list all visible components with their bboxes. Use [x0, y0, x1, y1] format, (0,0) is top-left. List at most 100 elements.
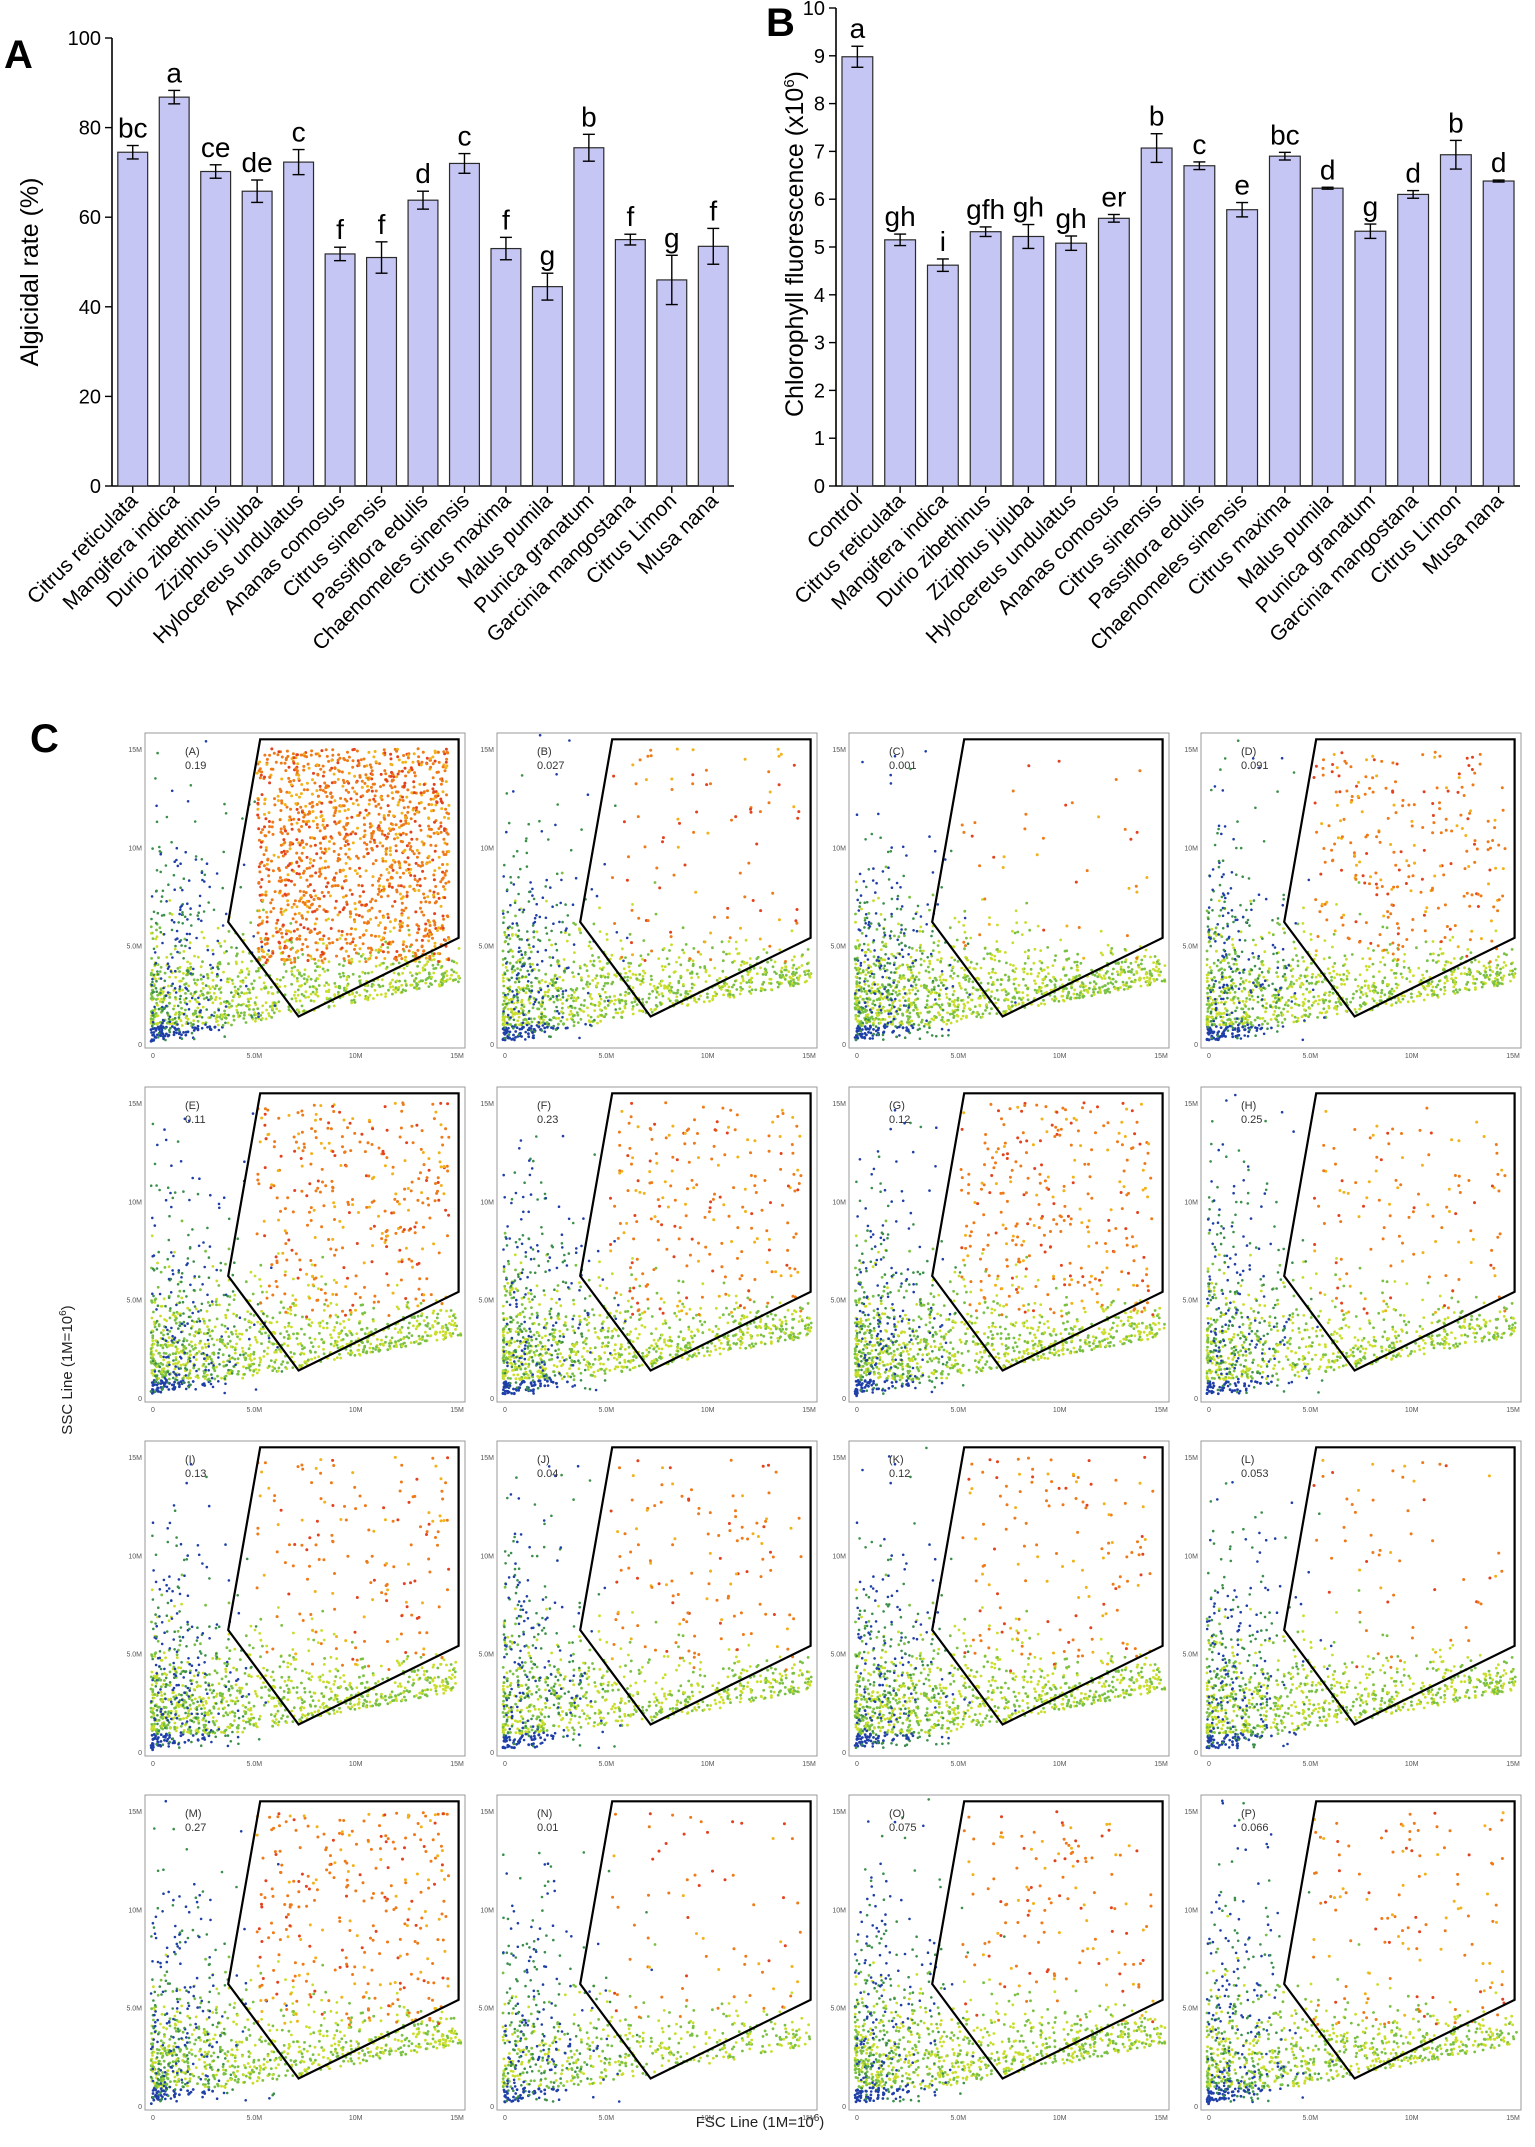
- flow-y-tick-label: 10M: [128, 1553, 142, 1560]
- flow-x-tick-label: 5.0M: [1303, 1053, 1319, 1060]
- b-y-tick-label: 1: [814, 428, 825, 450]
- flow-y-tick-label: 5.0M: [1182, 1298, 1198, 1305]
- flow-x-tick-label: 15M: [450, 2115, 464, 2122]
- b-significance-label: b: [1448, 107, 1464, 138]
- flow-subplot-value: 0.01: [537, 1822, 558, 1834]
- a-y-tick-label: 0: [90, 476, 101, 498]
- flow-y-tick-label: 0: [138, 1396, 142, 1403]
- flow-x-tick-label: 0: [503, 1053, 507, 1060]
- flow-subplot-label: (A): [185, 746, 200, 758]
- flow-x-tick-label: 5.0M: [247, 2115, 263, 2122]
- b-significance-label: a: [850, 13, 866, 44]
- b-bar: [1184, 166, 1215, 486]
- flow-x-tick-label: 15M: [450, 1407, 464, 1414]
- flow-subplot-label: (G): [889, 1100, 905, 1112]
- flow-subplot-label: (P): [1241, 1808, 1256, 1820]
- y-axis-title-b-text: Chlorophyll fluorescence (x10: [781, 88, 809, 417]
- flow-subplot-value: 0.12: [889, 1468, 910, 1480]
- a-y-tick-label: 100: [68, 28, 101, 50]
- flow-x-tick-label: 5.0M: [951, 1053, 967, 1060]
- flow-x-tick-label: 5.0M: [247, 1053, 263, 1060]
- b-significance-label: c: [1192, 129, 1206, 160]
- a-significance-label: g: [540, 240, 556, 271]
- flow-y-tick-label: 0: [490, 1750, 494, 1757]
- b-y-tick-label: 10: [803, 0, 825, 20]
- a-significance-label: c: [292, 117, 306, 148]
- flow-x-tick-label: 5.0M: [1303, 1407, 1319, 1414]
- flow-y-tick-label: 5.0M: [126, 1652, 142, 1659]
- flow-y-tick-label: 0: [842, 1750, 846, 1757]
- flow-x-tick-label: 10M: [1405, 2115, 1419, 2122]
- flow-x-tick-label: 5.0M: [599, 1761, 615, 1768]
- flow-y-tick-label: 10M: [480, 1907, 494, 1914]
- a-significance-label: f: [626, 201, 634, 232]
- flow-y-tick-label: 10M: [1184, 1553, 1198, 1560]
- flow-x-tick-label: 15M: [1154, 1407, 1168, 1414]
- flow-x-axis-title-end: ): [819, 2114, 824, 2131]
- flow-y-tick-label: 0: [490, 2104, 494, 2111]
- a-y-tick-label: 40: [79, 297, 101, 319]
- a-significance-label: bc: [118, 113, 148, 144]
- y-axis-title-b-end: ): [781, 71, 809, 79]
- flow-y-tick-label: 5.0M: [1182, 944, 1198, 951]
- flow-x-tick-label: 0: [855, 1053, 859, 1060]
- flow-plot-frame: [1201, 1795, 1521, 2110]
- flow-x-tick-label: 10M: [349, 1407, 363, 1414]
- flow-x-tick-label: 5.0M: [1303, 2115, 1319, 2122]
- a-bar: [242, 191, 272, 486]
- flow-y-tick-label: 5.0M: [126, 944, 142, 951]
- flow-subplot-label: (D): [1241, 746, 1256, 758]
- flow-y-tick-label: 0: [490, 1396, 494, 1403]
- a-y-tick-label: 20: [79, 386, 101, 408]
- flow-y-tick-label: 15M: [128, 1101, 142, 1108]
- b-significance-label: b: [1149, 101, 1165, 132]
- flow-x-tick-label: 15M: [450, 1053, 464, 1060]
- flow-y-tick-label: 15M: [1184, 1455, 1198, 1462]
- flow-y-tick-label: 5.0M: [478, 1652, 494, 1659]
- flow-x-tick-label: 0: [1207, 2115, 1211, 2122]
- b-significance-label: er: [1101, 181, 1126, 212]
- flow-y-tick-label: 10M: [832, 845, 846, 852]
- b-bar: [1227, 210, 1258, 486]
- flow-x-tick-label: 10M: [349, 2115, 363, 2122]
- flow-subplot-label: (J): [537, 1454, 550, 1466]
- flow-x-tick-label: 10M: [701, 1053, 715, 1060]
- y-axis-title-a: Algicidal rate (%): [16, 178, 44, 367]
- flow-x-tick-label: 10M: [701, 1761, 715, 1768]
- a-bar: [574, 148, 604, 486]
- b-significance-label: gfh: [966, 194, 1005, 225]
- flow-x-tick-label: 5.0M: [951, 1407, 967, 1414]
- flow-subplot-value: 0.091: [1241, 760, 1269, 772]
- flow-y-tick-label: 0: [138, 1042, 142, 1049]
- b-bar: [927, 265, 958, 486]
- flow-subplot-value: 0.27: [185, 1822, 206, 1834]
- flow-y-tick-label: 5.0M: [126, 2006, 142, 2013]
- a-y-tick-label: 60: [79, 207, 101, 229]
- b-y-tick-label: 6: [814, 189, 825, 211]
- chart-panel-b: B Chlorophyll fluorescence (x106) 012345…: [766, 0, 1520, 655]
- flow-x-tick-label: 0: [503, 1761, 507, 1768]
- flow-subplot-label: (I): [185, 1454, 195, 1466]
- b-y-tick-label: 2: [814, 380, 825, 402]
- flow-x-tick-label: 10M: [1405, 1407, 1419, 1414]
- flow-plot-frame: [849, 1795, 1169, 2110]
- flow-x-tick-label: 15M: [802, 1053, 816, 1060]
- b-bar: [1398, 194, 1429, 486]
- flow-x-tick-label: 15M: [1154, 1761, 1168, 1768]
- flow-y-tick-label: 0: [1194, 1396, 1198, 1403]
- flow-subplot-value: 0.23: [537, 1114, 558, 1126]
- flow-subplot-label: (H): [1241, 1100, 1256, 1112]
- flow-plot-frame: [1201, 733, 1521, 1048]
- flow-x-tick-label: 0: [151, 1053, 155, 1060]
- b-y-tick-label: 3: [814, 333, 825, 355]
- flow-x-tick-label: 15M: [1506, 2115, 1520, 2122]
- a-bar: [491, 249, 521, 486]
- a-bar: [284, 162, 314, 486]
- panel-label-b: B: [766, 1, 795, 45]
